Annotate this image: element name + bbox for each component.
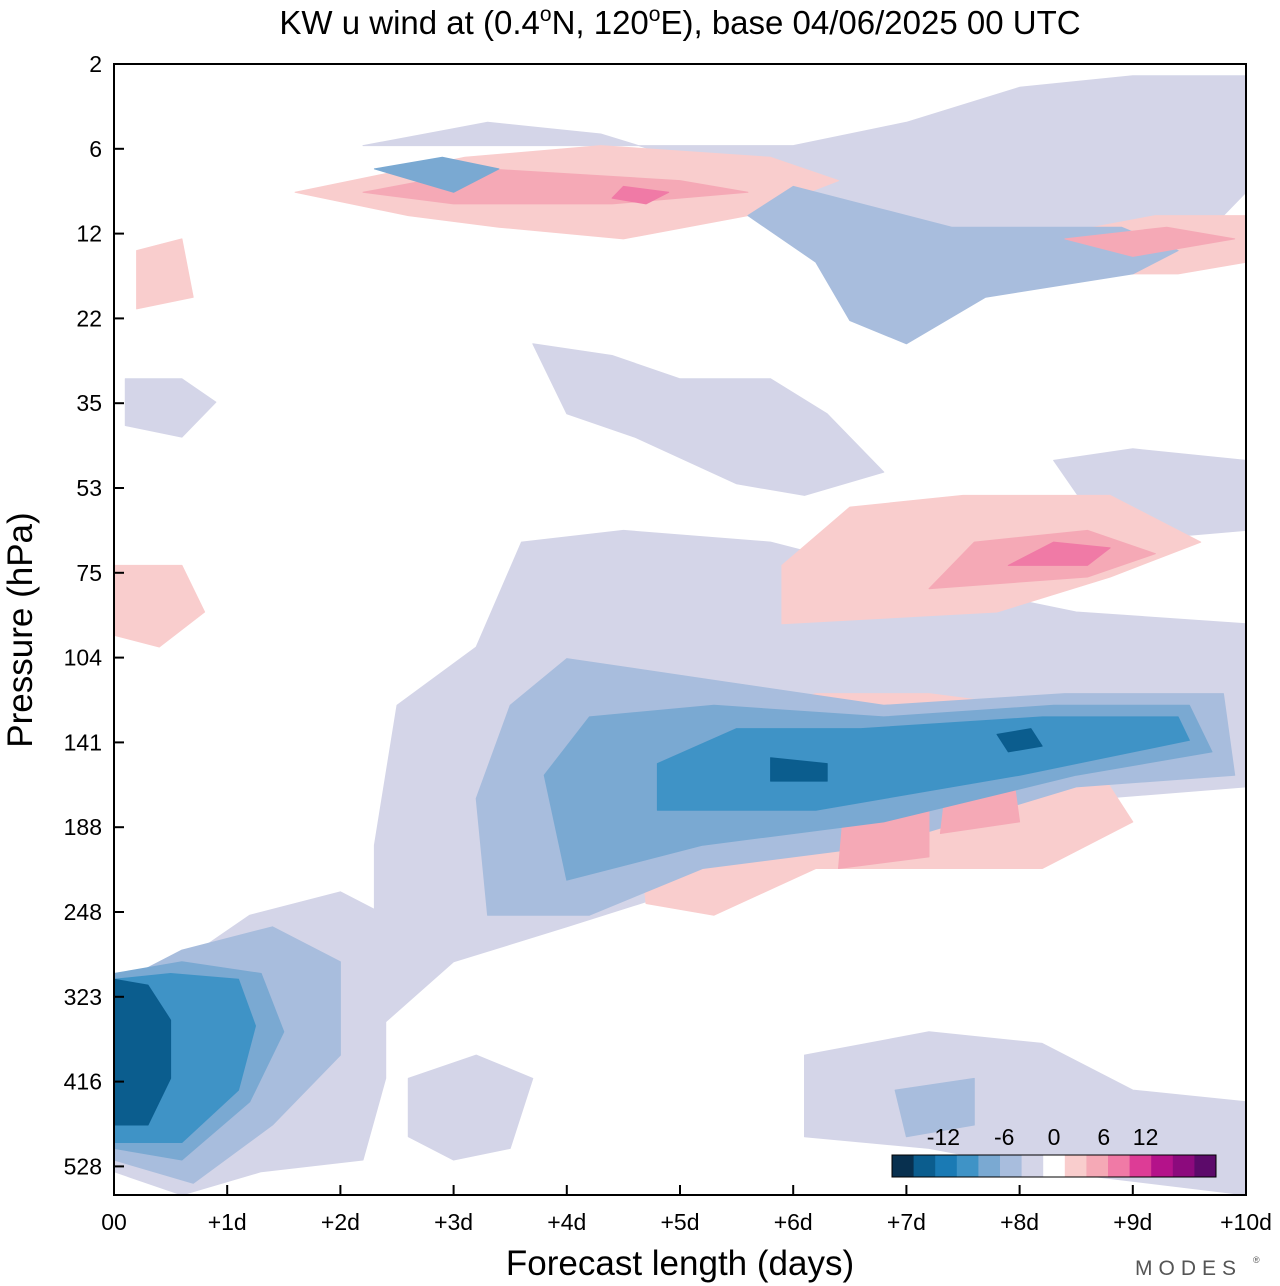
colorbar-swatch [1021, 1155, 1044, 1177]
contour-left-positive-small-2 [136, 238, 194, 310]
x-tick-label: +7d [887, 1209, 926, 1235]
x-tick-label: +2d [321, 1209, 360, 1235]
x-axis-label: Forecast length (days) [506, 1244, 854, 1283]
y-tick-label: 416 [64, 1069, 102, 1095]
colorbar-swatch [892, 1155, 915, 1177]
colorbar-swatch [1064, 1155, 1087, 1177]
contour-fills [113, 75, 1247, 1196]
title-degree-1: o [540, 3, 552, 26]
colorbar-swatch [935, 1155, 958, 1177]
y-tick-label: 141 [64, 729, 102, 755]
contour-stratosphere-positive-3 [611, 185, 670, 205]
colorbar-swatch [1129, 1155, 1152, 1177]
y-tick-label: 12 [76, 221, 102, 247]
colorbar-swatch [1108, 1155, 1131, 1177]
x-tick-label: +8d [1000, 1209, 1039, 1235]
x-tick-label: +6d [774, 1209, 813, 1235]
contour-top-positive-right-2 [1064, 226, 1236, 257]
colorbar-label: -6 [994, 1124, 1014, 1150]
x-tick-label: +9d [1113, 1209, 1152, 1235]
y-tick-label: 35 [76, 390, 102, 416]
colorbar-frame [891, 1154, 1217, 1178]
y-tick-label: 2 [89, 51, 102, 77]
title-suffix: E), base 04/06/2025 00 UTC [660, 4, 1080, 41]
contour-stratosphere-negative-3 [373, 156, 500, 193]
title-mid: N, 120 [552, 4, 649, 41]
y-tick-label: 6 [89, 136, 102, 162]
y-tick-label: 528 [64, 1153, 102, 1179]
y-tick-label: 53 [76, 475, 102, 501]
colorbar-swatch [1000, 1155, 1023, 1177]
chart-title: KW u wind at (0.4oN, 120oE), base 04/06/… [279, 3, 1080, 41]
contour-upper-negative-core-2 [996, 728, 1043, 753]
contour-surface-negative-right-2 [894, 1077, 975, 1138]
colorbar-label: 12 [1133, 1124, 1159, 1150]
axis-ticks: 00 +1d +2d +3d +4d +5d +6d +7d +8d +9d +10d 2 6 12 22 3… [64, 51, 1272, 1235]
y-tick-label: 323 [64, 984, 102, 1010]
colorbar-swatch [978, 1155, 1001, 1177]
x-tick-label: +3d [434, 1209, 473, 1235]
y-tick-label: 104 [64, 645, 103, 671]
colorbar-swatch [1151, 1155, 1174, 1177]
contour-top-negative-left [124, 378, 217, 438]
colorbar-swatch [1194, 1155, 1217, 1177]
registered-mark: ® [1253, 1255, 1260, 1265]
colorbar: -12 -6 0 6 12 [891, 1124, 1217, 1178]
modes-logo: MODES [1135, 1257, 1242, 1280]
title-prefix: KW u wind at (0.4 [279, 4, 539, 41]
colorbar-swatch [956, 1155, 979, 1177]
x-tick-label: +4d [547, 1209, 586, 1235]
contour-stratosphere-negative-2 [747, 185, 1179, 345]
y-tick-label: 75 [76, 560, 102, 586]
colorbar-swatch [1172, 1155, 1195, 1177]
contour-left-positive-small [113, 564, 206, 648]
colorbar-swatch [1086, 1155, 1109, 1177]
colorbar-label: 6 [1097, 1124, 1110, 1150]
y-tick-label: 22 [76, 305, 102, 331]
contour-surface-negative-mid [407, 1054, 534, 1161]
y-axis-label: Pressure (hPa) [1, 512, 40, 747]
x-tick-label: 00 [101, 1209, 127, 1235]
colorbar-label: -12 [927, 1124, 960, 1150]
contour-positive-upper-level3 [1007, 541, 1111, 566]
y-tick-label: 188 [64, 814, 102, 840]
contour-upper-negative-level4 [656, 716, 1190, 811]
x-tick-label: +5d [660, 1209, 699, 1235]
y-tick-label: 248 [64, 899, 102, 925]
x-tick-label: +10d [1220, 1209, 1272, 1235]
contour-mid-negative-1 [532, 343, 885, 496]
colorbar-swatch [1043, 1155, 1066, 1177]
title-degree-2: o [649, 3, 661, 26]
contour-upper-negative-core [770, 757, 828, 782]
x-tick-label: +1d [208, 1209, 247, 1235]
colorbar-swatch [913, 1155, 936, 1177]
colorbar-label: 0 [1048, 1124, 1061, 1150]
